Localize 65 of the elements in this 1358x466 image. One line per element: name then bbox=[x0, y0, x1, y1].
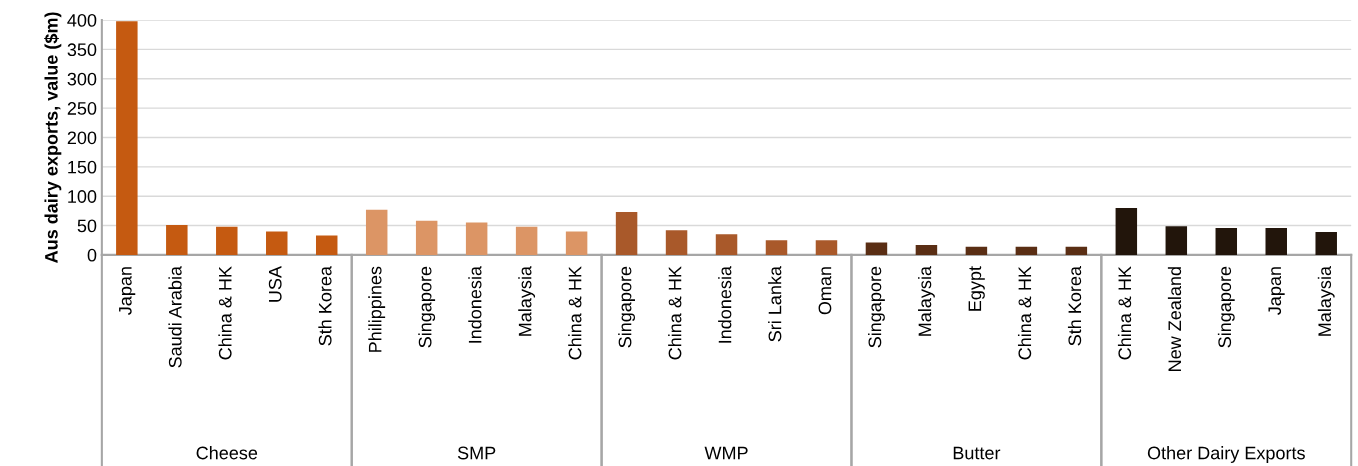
x-tick-label: Indonesia bbox=[718, 266, 732, 343]
bar bbox=[166, 224, 188, 255]
bar bbox=[1065, 246, 1088, 255]
x-tick-label: Egypt bbox=[968, 266, 985, 311]
x-tick-label: China & HK bbox=[218, 266, 232, 360]
bar bbox=[815, 240, 838, 255]
x-tick-label: Sri Lanka bbox=[768, 266, 782, 342]
x-tick-label: China & HK bbox=[668, 266, 682, 360]
x-tick-label: Indonesia bbox=[468, 266, 482, 343]
bar bbox=[315, 235, 338, 255]
x-tick-label: USA bbox=[268, 266, 282, 302]
x-tick-label: New Zealand bbox=[1167, 267, 1182, 371]
x-tick-label: Sth Korea bbox=[318, 266, 332, 346]
x-tick-label: Malaysia bbox=[518, 266, 536, 336]
text: Butter bbox=[953, 446, 1001, 460]
text: Other Dairy Exports bbox=[1147, 446, 1305, 463]
bar bbox=[515, 226, 538, 255]
text: Cheese bbox=[196, 446, 258, 460]
bar bbox=[415, 220, 438, 255]
bar bbox=[216, 226, 238, 255]
x-tick-label: China & HK bbox=[1017, 266, 1032, 360]
x-tick-label: Oman bbox=[818, 267, 832, 315]
x-tick-label: Philippines bbox=[368, 266, 386, 352]
bar bbox=[615, 212, 638, 255]
bar bbox=[765, 240, 788, 255]
x-tick-label: Malaysia bbox=[918, 266, 935, 336]
bar bbox=[1115, 207, 1138, 255]
text: SMP bbox=[457, 446, 496, 460]
bar bbox=[116, 21, 138, 255]
x-tick-label: Saudi Arabia bbox=[168, 266, 182, 368]
bar bbox=[1165, 226, 1188, 255]
y-tick-label: 200 bbox=[67, 131, 97, 145]
x-tick-label: Japan bbox=[1268, 267, 1285, 315]
x-tick-label: Malaysia bbox=[1317, 266, 1335, 336]
bar bbox=[715, 234, 738, 255]
x-tick-label: China & HK bbox=[568, 266, 582, 360]
y-tick-label: 100 bbox=[68, 190, 97, 203]
bar bbox=[1215, 227, 1238, 255]
y-tick-label: 350 bbox=[67, 43, 97, 57]
y-tick-label: 150 bbox=[68, 160, 97, 174]
y-tick-label: 400 bbox=[67, 13, 97, 27]
bar bbox=[465, 222, 488, 255]
x-tick-label: Japan bbox=[119, 267, 136, 315]
bar bbox=[565, 231, 588, 255]
x-tick-label: Singapore bbox=[868, 266, 885, 348]
x-tick-label: Singapore bbox=[1217, 266, 1235, 348]
bar bbox=[1015, 246, 1038, 255]
bar bbox=[915, 244, 938, 255]
bar bbox=[665, 230, 688, 255]
bar bbox=[1265, 227, 1287, 255]
y-tick-label: 0 bbox=[87, 248, 97, 262]
x-tick-label: Singapore bbox=[418, 266, 436, 348]
bar bbox=[365, 209, 388, 255]
x-tick-label: China & HK bbox=[1117, 266, 1132, 360]
bar bbox=[266, 231, 288, 255]
x-tick-label: Singapore bbox=[618, 266, 635, 348]
bar bbox=[1315, 232, 1337, 255]
text: WMP bbox=[704, 446, 748, 460]
y-tick-label: 300 bbox=[67, 72, 97, 86]
y-axis-title: Aus dairy exports, value ($m) bbox=[44, 12, 62, 263]
y-tick-label: 250 bbox=[67, 102, 97, 115]
x-tick-label: Sth Korea bbox=[1067, 266, 1082, 346]
bar bbox=[865, 242, 888, 255]
bar bbox=[965, 246, 988, 255]
y-tick-label: 50 bbox=[77, 219, 97, 233]
